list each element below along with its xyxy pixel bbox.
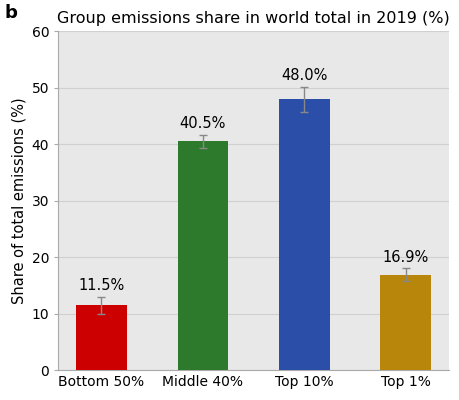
Text: b: b <box>5 4 17 22</box>
Bar <box>177 142 228 370</box>
Y-axis label: Share of total emissions (%): Share of total emissions (%) <box>11 98 26 304</box>
Text: 11.5%: 11.5% <box>78 278 124 293</box>
Title: Group emissions share in world total in 2019 (%): Group emissions share in world total in … <box>57 11 449 26</box>
Bar <box>76 305 127 370</box>
Bar <box>380 275 430 370</box>
Text: 16.9%: 16.9% <box>382 250 428 264</box>
Bar <box>278 99 329 370</box>
Text: 48.0%: 48.0% <box>280 68 327 83</box>
Text: 40.5%: 40.5% <box>179 116 225 131</box>
